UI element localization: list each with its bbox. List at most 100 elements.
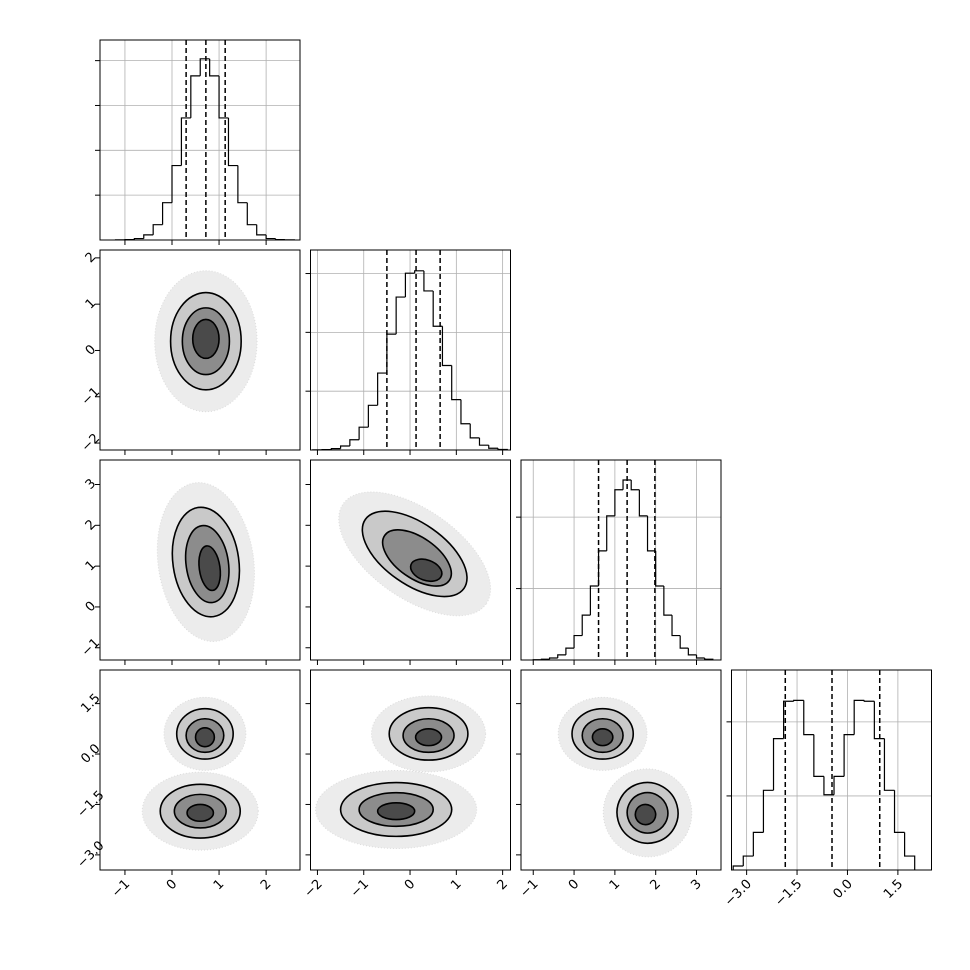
- histogram-bin: [190, 75, 201, 118]
- histogram-bin: [330, 447, 341, 450]
- histogram-bin: [671, 615, 681, 637]
- y-tick-label: 0: [83, 342, 99, 358]
- histogram-bin: [622, 479, 632, 490]
- histogram-bin: [783, 700, 794, 739]
- y-tick-label: 2: [83, 250, 99, 266]
- histogram-bin: [152, 224, 163, 235]
- histogram-bin: [460, 399, 471, 425]
- x-tick-label: 1: [448, 877, 464, 893]
- histogram-bin: [367, 404, 378, 428]
- histogram-bin: [274, 238, 285, 241]
- y-tick-label: 1: [83, 558, 99, 574]
- histogram-bin: [695, 654, 705, 659]
- histogram-bin: [732, 865, 744, 870]
- density: [557, 696, 693, 858]
- histogram-bin: [199, 58, 210, 76]
- histogram-bin: [752, 831, 764, 857]
- histogram-bin: [772, 737, 784, 791]
- axes-frame: [520, 669, 722, 871]
- histogram-bin: [227, 117, 238, 167]
- histogram-bin: [256, 224, 267, 236]
- histogram-bin: [451, 365, 461, 401]
- histogram-bin: [237, 165, 248, 204]
- histogram-bin: [663, 586, 673, 616]
- histogram-bin: [863, 700, 875, 702]
- density: [338, 491, 492, 617]
- histogram-bin: [655, 550, 664, 587]
- histogram-bin: [441, 326, 452, 367]
- histogram-bin: [762, 789, 774, 833]
- histogram-bin: [246, 202, 257, 226]
- x-tick-label: 2: [258, 877, 274, 893]
- axes-frame: [731, 669, 932, 871]
- x-tick-label: 0.0: [831, 877, 856, 902]
- histogram-bin: [548, 657, 558, 660]
- x-tick-label: 2: [494, 877, 510, 893]
- x-tick-label: 0: [566, 877, 582, 893]
- histogram-bin: [209, 58, 220, 77]
- histogram-bin: [404, 272, 415, 298]
- histogram-bin: [883, 738, 895, 791]
- histogram-bin: [218, 75, 229, 119]
- histogram-bin: [377, 372, 387, 406]
- y-tick-label: 2: [83, 517, 99, 533]
- histogram-bin: [742, 855, 754, 866]
- histogram-bin: [803, 700, 814, 736]
- histogram-bin: [679, 635, 689, 649]
- histogram-bin: [638, 489, 648, 517]
- histogram-bin: [423, 270, 434, 292]
- histogram-bin: [893, 790, 905, 833]
- y-tick-label: −1: [79, 636, 103, 660]
- contour: [414, 728, 443, 747]
- x-tick-label: 0: [164, 877, 180, 893]
- x-tick-label: −1: [517, 877, 541, 901]
- axes-frame: [99, 669, 301, 871]
- histogram-bin: [133, 237, 144, 240]
- x-tick-label: 3: [688, 877, 704, 893]
- histogram-bin: [358, 426, 369, 440]
- histogram-bin: [589, 585, 599, 616]
- x-tick-label: 2: [648, 877, 664, 893]
- contour: [186, 803, 215, 823]
- density: [315, 695, 487, 849]
- histogram-bin: [265, 234, 276, 240]
- axes-frame: [310, 249, 511, 451]
- contour: [376, 801, 416, 821]
- histogram-bin: [386, 333, 397, 374]
- histogram-bin: [606, 515, 615, 551]
- histogram-bin: [581, 614, 591, 636]
- density: [154, 270, 258, 413]
- histogram-bin: [488, 445, 498, 449]
- contour: [634, 803, 657, 826]
- axes-frame: [520, 459, 722, 661]
- histogram-bin: [180, 117, 191, 166]
- histogram-bin: [349, 439, 360, 446]
- contour: [591, 728, 614, 747]
- density: [156, 482, 255, 642]
- histogram-bin: [565, 647, 575, 655]
- histogram-bin: [478, 437, 489, 446]
- histogram-bin: [469, 423, 480, 439]
- axes-frame: [99, 459, 301, 661]
- y-tick-label: −3.0: [75, 838, 108, 871]
- density: [141, 696, 259, 851]
- histogram-bin: [853, 699, 865, 735]
- histogram-bin: [904, 832, 916, 870]
- x-tick-label: −3.0: [722, 877, 755, 910]
- histogram-bin: [614, 489, 624, 516]
- histogram-bin: [557, 654, 566, 658]
- contour: [194, 727, 216, 748]
- y-tick-label: 1: [83, 296, 99, 312]
- histogram-bin: [793, 699, 804, 702]
- histogram-bin: [143, 234, 154, 239]
- histogram-bin: [432, 290, 443, 327]
- x-tick-label: −1: [348, 877, 372, 901]
- y-tick-label: −1: [79, 385, 103, 409]
- x-tick-label: 0: [402, 877, 418, 893]
- contour: [409, 558, 443, 583]
- contour: [191, 318, 220, 360]
- x-tick-label: −1: [109, 877, 133, 901]
- contour: [198, 545, 222, 592]
- histogram-bin: [833, 775, 845, 795]
